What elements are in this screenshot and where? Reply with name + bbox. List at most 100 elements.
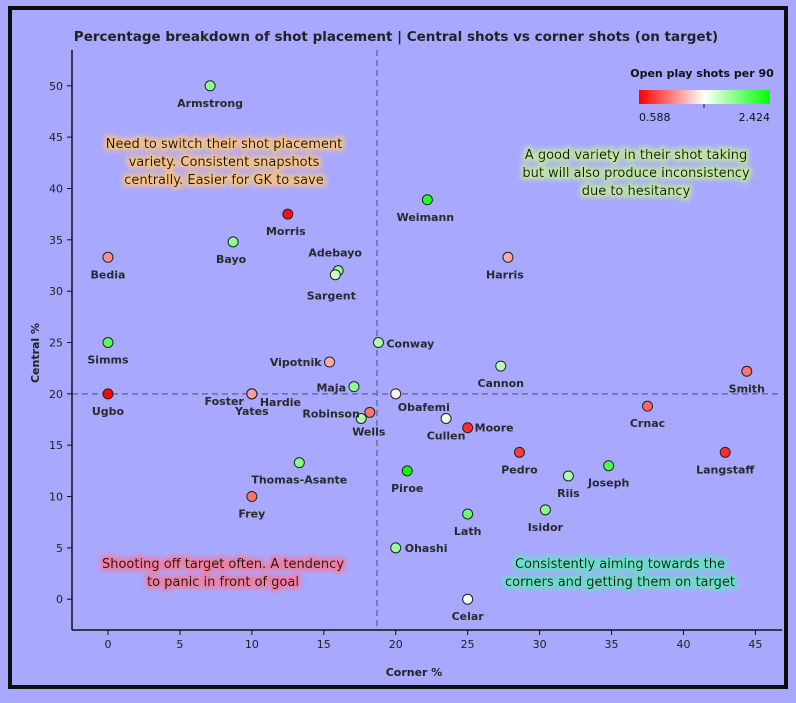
annotation-line: but will also produce inconsistency — [522, 166, 750, 181]
point-label-joseph: Joseph — [587, 477, 629, 490]
point-label-cannon: Cannon — [477, 377, 524, 390]
axes: 0 5 10 15 20 25 30 35 40 45 0 5 10 15 20 25 30 35 40 45 50 — [49, 50, 782, 651]
point-label-foster: Foster — [205, 395, 245, 408]
y-tick-label: 0 — [56, 593, 63, 606]
point-cannon — [495, 360, 507, 372]
y-axis-label: Central % — [29, 323, 42, 383]
point-thomas-asante — [293, 457, 305, 469]
point-lath — [462, 508, 474, 520]
point-label-weimann: Weimann — [397, 211, 455, 224]
point-label-bayo: Bayo — [216, 253, 247, 266]
annotation-line: due to hesitancy — [582, 184, 691, 199]
y-tick-label: 40 — [49, 182, 63, 195]
point-sargent — [329, 269, 341, 281]
colorbar-title: Open play shots per 90 — [630, 67, 774, 80]
point-maja — [348, 381, 360, 393]
point-frey — [246, 491, 258, 503]
x-tick-label: 30 — [533, 638, 547, 651]
point-ugbo — [102, 388, 114, 400]
point-pedro — [513, 446, 525, 458]
point-label-maja: Maja — [316, 382, 346, 395]
annotation-layer: Need to switch their shot placement varie… — [102, 137, 750, 590]
point-label-wells: Wells — [352, 425, 386, 438]
point-label-thomas-asante: Thomas-Asante — [251, 474, 347, 487]
colorbar-gradient — [639, 90, 770, 104]
point-label-riis: Riis — [557, 487, 580, 500]
point-label-cullen: Cullen — [427, 429, 466, 442]
annotation-line: Shooting off target often. A tendency — [102, 557, 344, 572]
chart-title: Percentage breakdown of shot placement |… — [74, 29, 718, 45]
x-tick-label: 20 — [389, 638, 403, 651]
x-tick-label: 40 — [676, 638, 690, 651]
annotation-line: Need to switch their shot placement — [106, 137, 343, 152]
chart-frame: Percentage breakdown of shot placement |… — [8, 6, 788, 689]
y-tick-label: 45 — [49, 131, 63, 144]
point-label-langstaff: Langstaff — [696, 463, 754, 476]
point-crnac — [642, 400, 654, 412]
point-piroe — [401, 465, 413, 477]
point-moore — [462, 422, 474, 434]
annotation-line: A good variety in their shot taking — [525, 148, 747, 163]
x-tick-label: 25 — [461, 638, 475, 651]
point-label-sargent: Sargent — [307, 290, 356, 303]
y-tick-label: 20 — [49, 388, 63, 401]
annotation-top-right: A good variety in their shot taking but w… — [522, 148, 750, 199]
point-langstaff — [719, 446, 731, 458]
colorbar-legend: Open play shots per 90 0.588 2.424 — [630, 67, 774, 124]
point-armstrong — [204, 80, 216, 92]
point-label-robinson: Robinson — [302, 407, 359, 420]
y-tick-label: 15 — [49, 439, 63, 452]
annotation-bottom-right: Consistently aiming towards the corners a… — [505, 557, 735, 590]
point-label-crnac: Crnac — [630, 417, 665, 430]
point-label-smith: Smith — [729, 382, 765, 395]
annotation-line: centrally. Easier for GK to save — [124, 173, 324, 188]
x-tick-label: 35 — [605, 638, 619, 651]
point-bayo — [227, 236, 239, 248]
point-weimann — [421, 194, 433, 206]
annotation-top-left: Need to switch their shot placement varie… — [106, 137, 343, 188]
point-label-celar: Celar — [452, 610, 485, 623]
point-label-armstrong: Armstrong — [177, 97, 243, 110]
y-tick-label: 25 — [49, 337, 63, 350]
point-label-bedia: Bedia — [91, 268, 126, 281]
y-tick-label: 10 — [49, 491, 63, 504]
point-robinson — [364, 406, 376, 418]
annotation-line: variety. Consistent snapshots — [129, 155, 320, 170]
annotation-line: Consistently aiming towards the — [515, 557, 725, 572]
point-label-piroe: Piroe — [391, 482, 423, 495]
annotation-line: to panic in front of goal — [147, 575, 299, 590]
point-bedia — [102, 251, 114, 263]
point-label-morris: Morris — [266, 225, 306, 238]
point-label-simms: Simms — [87, 354, 129, 367]
colorbar-max-label: 2.424 — [739, 111, 771, 124]
point-isidor — [539, 504, 551, 516]
point-label-obafemi: Obafemi — [398, 401, 450, 414]
y-tick-label: 5 — [56, 542, 63, 555]
x-tick-label: 15 — [317, 638, 331, 651]
point-simms — [102, 337, 114, 348]
point-label-isidor: Isidor — [528, 521, 564, 534]
point-label-frey: Frey — [238, 508, 265, 521]
point-harris — [502, 251, 514, 263]
point-joseph — [603, 460, 615, 472]
point-labels: Armstrong Morris Bayo Bedia Adebayo Sargent We… — [87, 97, 765, 623]
colorbar-min-label: 0.588 — [639, 111, 671, 124]
point-obafemi — [390, 388, 402, 400]
point-label-vipotnik: Vipotnik — [270, 356, 322, 369]
scatter-chart: Percentage breakdown of shot placement |… — [29, 29, 782, 679]
point-vipotnik — [324, 356, 336, 368]
point-label-yates: Yates — [234, 405, 269, 418]
point-conway — [372, 337, 384, 348]
annotation-line: corners and getting them on target — [505, 575, 735, 590]
annotation-bottom-left: Shooting off target often. A tendency to … — [102, 557, 344, 590]
point-label-harris: Harris — [486, 268, 524, 281]
point-label-conway: Conway — [386, 338, 434, 351]
y-tick-label: 30 — [49, 285, 63, 298]
data-points — [102, 80, 753, 605]
point-ohashi — [390, 542, 402, 554]
point-cullen — [440, 412, 452, 424]
point-riis — [562, 470, 574, 482]
x-tick-label: 10 — [245, 638, 259, 651]
point-label-ugbo: Ugbo — [92, 405, 125, 418]
x-tick-label: 5 — [176, 638, 183, 651]
